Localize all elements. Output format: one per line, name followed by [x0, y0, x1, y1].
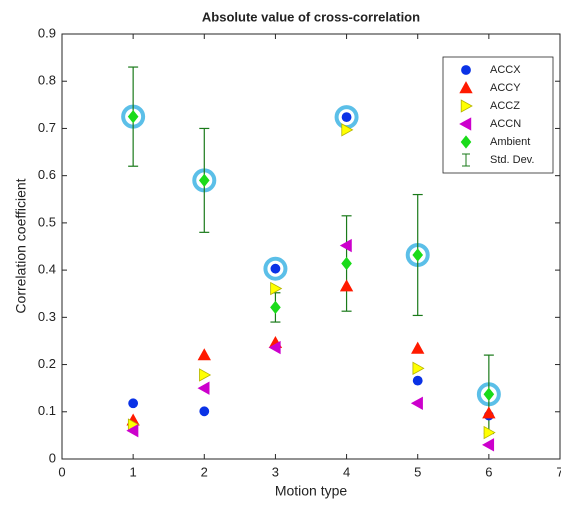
y-tick-label: 0.7	[38, 120, 56, 135]
legend-marker	[459, 81, 473, 94]
y-tick-label: 0.5	[38, 214, 56, 229]
legend-label: ACCZ	[490, 100, 520, 112]
data-point	[341, 123, 354, 137]
y-axis-label: Correlation coefficient	[13, 178, 29, 313]
data-point	[483, 387, 495, 401]
data-point	[411, 341, 425, 354]
legend-marker	[459, 117, 472, 131]
legend-label: ACCY	[490, 82, 521, 94]
x-tick-label: 0	[58, 464, 65, 479]
data-point	[412, 375, 423, 386]
data-point	[268, 340, 281, 355]
data-point	[482, 406, 496, 419]
data-point	[270, 281, 283, 296]
data-point	[197, 381, 210, 395]
y-tick-label: 0.2	[38, 356, 56, 371]
x-tick-label: 4	[343, 464, 350, 479]
data-point	[410, 396, 423, 410]
y-tick-label: 0.6	[38, 167, 56, 182]
data-point	[412, 248, 424, 262]
y-tick-label: 0.3	[38, 309, 56, 324]
legend-label: Ambient	[490, 136, 530, 148]
x-tick-label: 7	[556, 464, 561, 479]
legend-marker	[460, 99, 473, 113]
highlight-ring	[263, 256, 288, 281]
data-point	[341, 112, 352, 123]
plot-area	[61, 33, 561, 460]
x-axis-label: Motion type	[275, 483, 348, 499]
data-point	[127, 109, 139, 124]
data-point	[198, 173, 210, 188]
legend-label: ACCN	[490, 118, 521, 130]
y-tick-label: 0.8	[38, 73, 56, 88]
y-tick-label: 0.1	[38, 403, 56, 418]
data-point	[199, 368, 212, 382]
y-tick-label: 0.4	[38, 262, 56, 277]
y-tick-label: 0	[49, 450, 56, 465]
y-tick-label: 0.9	[38, 25, 56, 40]
data-point	[126, 423, 139, 438]
chart-title: Absolute value of cross-correlation	[202, 9, 420, 24]
legend-label: Std. Dev.	[490, 154, 534, 166]
x-tick-label: 3	[272, 464, 279, 479]
x-tick-label: 1	[130, 464, 137, 479]
data-point	[270, 263, 281, 274]
data-point	[339, 279, 354, 292]
data-point	[341, 256, 352, 271]
data-point	[339, 238, 352, 253]
data-point	[197, 348, 211, 361]
x-tick-label: 2	[201, 464, 208, 479]
x-tick-label: 6	[485, 464, 492, 479]
legend-box	[442, 56, 554, 174]
data-point	[128, 398, 139, 409]
data-point	[482, 438, 495, 452]
legend-label: ACCX	[490, 64, 521, 76]
data-point	[199, 406, 210, 417]
x-tick-label: 5	[414, 464, 421, 479]
legend-marker	[461, 65, 471, 75]
data-point	[412, 361, 425, 376]
data-point	[270, 300, 281, 315]
data-point	[483, 425, 496, 440]
legend-marker	[460, 135, 472, 149]
